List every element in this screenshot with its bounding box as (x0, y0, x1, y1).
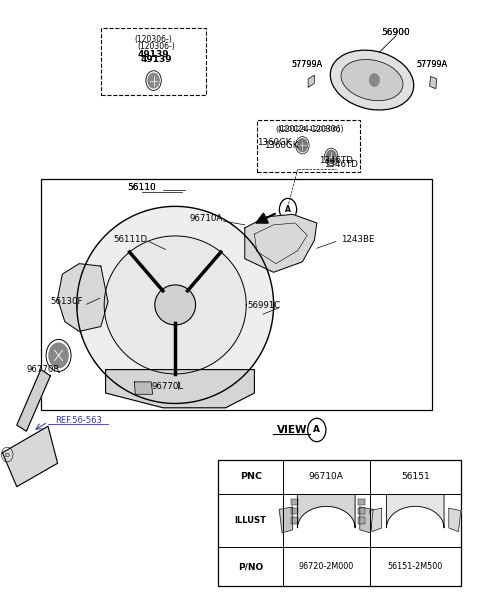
Text: A: A (285, 205, 291, 214)
Circle shape (370, 74, 379, 86)
Bar (359, 508, 365, 514)
Polygon shape (104, 236, 246, 374)
Text: 1360GK: 1360GK (257, 139, 292, 147)
Circle shape (49, 343, 68, 368)
Text: 56110: 56110 (127, 183, 156, 192)
Text: P/NO: P/NO (238, 562, 263, 572)
Text: 56111D: 56111D (113, 235, 148, 243)
Text: 57799A: 57799A (292, 60, 323, 68)
Text: 56151-2M500: 56151-2M500 (388, 562, 443, 572)
Text: (120306-): (120306-) (137, 43, 175, 51)
Bar (257, 120, 360, 172)
Text: 56110: 56110 (127, 183, 156, 192)
Bar (101, 28, 206, 95)
Text: REF.56-563: REF.56-563 (55, 416, 102, 424)
Text: 1346TD: 1346TD (319, 156, 353, 164)
Text: D: D (5, 453, 10, 458)
Polygon shape (360, 507, 373, 533)
Polygon shape (134, 382, 153, 394)
Ellipse shape (330, 50, 414, 110)
Polygon shape (106, 370, 254, 408)
Polygon shape (58, 264, 108, 331)
Text: 96710A: 96710A (309, 472, 344, 481)
Polygon shape (17, 370, 50, 431)
Text: 1360GK: 1360GK (264, 140, 299, 150)
Text: VIEW: VIEW (276, 425, 307, 435)
Bar (291, 499, 298, 505)
Text: PNC: PNC (240, 472, 262, 481)
Ellipse shape (341, 60, 403, 100)
Bar (291, 508, 298, 514)
Text: A: A (313, 426, 320, 434)
Bar (41, 179, 432, 410)
Ellipse shape (155, 285, 196, 325)
Polygon shape (449, 508, 461, 532)
Text: 56900: 56900 (382, 28, 410, 36)
Polygon shape (430, 76, 437, 89)
Text: ILLUST: ILLUST (235, 516, 266, 525)
Polygon shape (308, 75, 314, 87)
Text: 56130F: 56130F (50, 298, 83, 306)
Text: 56991C: 56991C (247, 301, 281, 310)
Text: 1243BE: 1243BE (341, 235, 374, 243)
Circle shape (147, 73, 160, 89)
Text: 96770L: 96770L (152, 383, 184, 391)
Text: 96770R: 96770R (26, 365, 60, 374)
Bar (291, 517, 298, 524)
Text: 57799A: 57799A (417, 60, 447, 68)
Text: (120124-120306): (120124-120306) (278, 125, 344, 134)
Text: 96710A: 96710A (190, 214, 223, 223)
Bar (359, 517, 365, 524)
Circle shape (326, 150, 336, 164)
Polygon shape (77, 206, 274, 403)
Text: 57799A: 57799A (417, 60, 447, 68)
Text: 96720-2M000: 96720-2M000 (299, 562, 354, 572)
Bar (359, 499, 365, 505)
Bar (218, 460, 461, 586)
Polygon shape (2, 426, 58, 487)
Text: 56900: 56900 (382, 28, 410, 36)
Polygon shape (386, 495, 444, 528)
Text: (120306-): (120306-) (135, 35, 172, 44)
Text: 49139: 49139 (140, 55, 172, 63)
Polygon shape (279, 507, 293, 533)
Circle shape (297, 139, 308, 152)
Text: 1346TD: 1346TD (324, 160, 358, 169)
Polygon shape (370, 508, 382, 532)
Text: 49139: 49139 (138, 51, 169, 59)
Polygon shape (298, 495, 355, 528)
Text: 57799A: 57799A (292, 60, 323, 68)
Polygon shape (245, 214, 317, 272)
Text: (120124-120306): (120124-120306) (276, 125, 341, 132)
Text: 56151: 56151 (401, 472, 430, 481)
